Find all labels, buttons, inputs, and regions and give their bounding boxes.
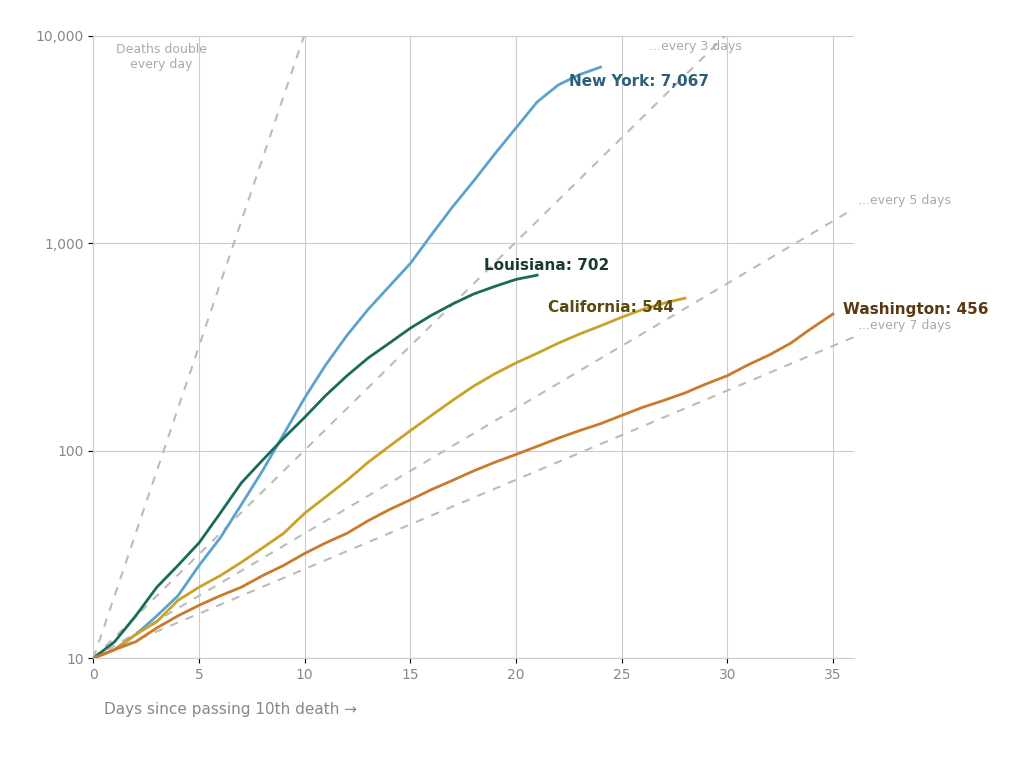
Text: ...every 5 days: ...every 5 days — [858, 194, 951, 207]
Text: Washington: 456: Washington: 456 — [844, 302, 989, 317]
Text: ...every 7 days: ...every 7 days — [858, 319, 951, 333]
Text: California: 544: California: 544 — [548, 300, 674, 315]
X-axis label: Days since passing 10th death →: Days since passing 10th death → — [103, 702, 356, 717]
Text: ...every 3 days: ...every 3 days — [649, 41, 742, 54]
Text: Louisiana: 702: Louisiana: 702 — [484, 258, 609, 273]
Text: Deaths double
every day: Deaths double every day — [116, 43, 207, 71]
Text: New York: 7,067: New York: 7,067 — [568, 74, 709, 89]
